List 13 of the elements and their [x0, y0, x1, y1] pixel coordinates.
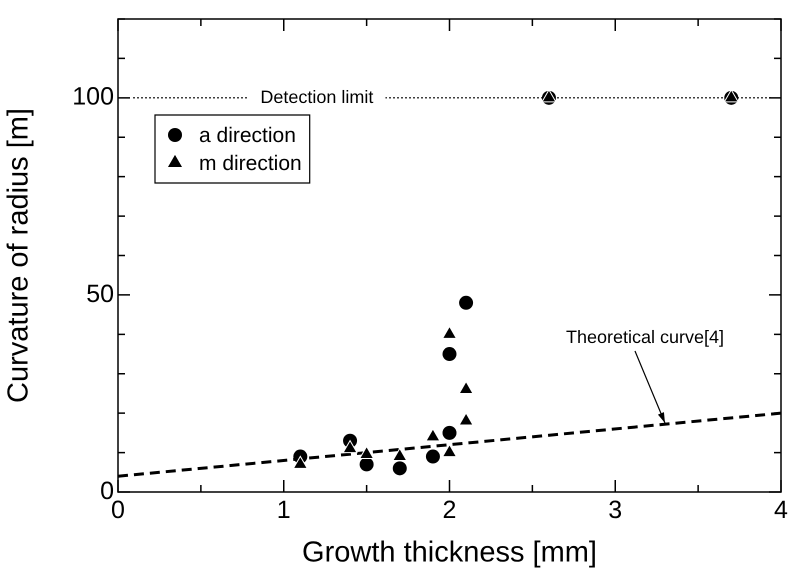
x-tick-label: 4 [774, 496, 788, 524]
x-tick-label: 2 [442, 496, 456, 524]
legend-label: m direction [199, 152, 302, 175]
y-tick-label: 50 [86, 280, 114, 308]
x-tick-label: 1 [276, 496, 291, 524]
annotation: Theoretical curve[4] [566, 327, 724, 348]
y-tick-label: 100 [72, 82, 114, 111]
x-axis-title: Growth thickness [mm] [302, 536, 597, 569]
ref-line-label: Detection limit [260, 86, 374, 107]
x-tick-label: 3 [608, 496, 622, 524]
y-axis-title: Curvature of radius [m] [2, 108, 34, 403]
y-tick-label: 0 [100, 476, 114, 505]
legend-label: a direction [199, 124, 296, 147]
